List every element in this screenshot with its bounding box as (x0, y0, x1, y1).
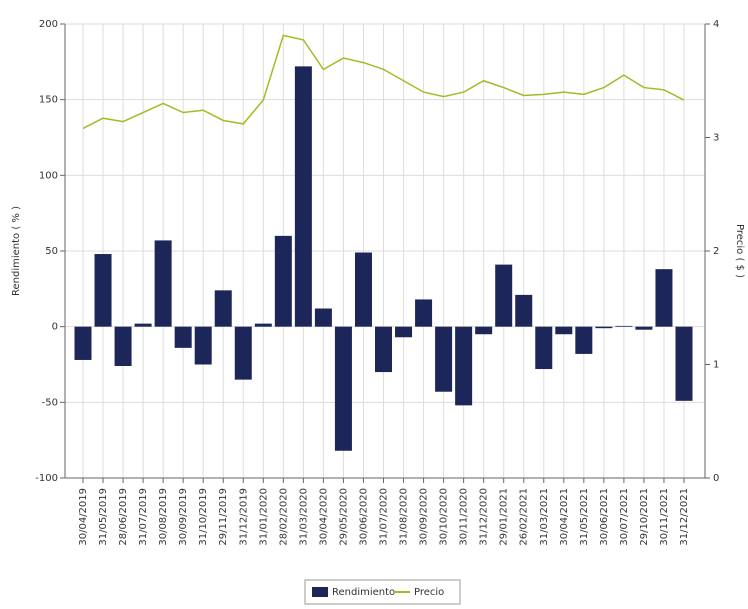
bar (114, 326, 132, 367)
bar (535, 326, 553, 370)
x-tick-label: 31/01/2020 (258, 488, 269, 546)
x-tick-label: 30/07/2021 (619, 488, 630, 546)
x-tick-label: 30/09/2019 (178, 488, 189, 546)
bar (314, 308, 332, 327)
x-tick-label: 31/08/2020 (399, 488, 410, 546)
x-tick-label: 31/07/2019 (138, 488, 149, 546)
bar (274, 235, 292, 327)
bar (575, 326, 593, 354)
x-tick-label: 30/08/2019 (158, 488, 169, 546)
x-tick-label: 30/11/2020 (459, 488, 470, 546)
x-tick-label: 30/06/2020 (358, 488, 369, 546)
bar (375, 326, 392, 373)
x-tick-label: 29/11/2019 (218, 488, 229, 546)
x-tick-label: 31/10/2019 (198, 488, 209, 546)
y-tick-label: 0 (52, 322, 58, 333)
x-tick-label: 31/12/2019 (238, 488, 249, 546)
y-tick-label: -100 (35, 473, 58, 484)
bar (214, 290, 232, 327)
bar (154, 240, 172, 327)
bar (334, 326, 352, 451)
x-tick-label: 28/06/2019 (118, 488, 129, 546)
bar (174, 326, 192, 348)
x-tick-label: 30/11/2021 (659, 488, 670, 546)
y-tick-label: -50 (42, 397, 58, 408)
x-tick-label: 31/12/2021 (679, 488, 690, 546)
bar (675, 326, 693, 401)
legend-box (304, 579, 461, 605)
x-tick-label: 26/02/2021 (519, 488, 530, 546)
bar (495, 264, 513, 327)
bar (515, 294, 533, 327)
y-tick-label: 100 (39, 170, 58, 181)
x-tick-label: 30/10/2020 (439, 488, 450, 546)
legend-label: Precio (414, 587, 444, 598)
bar (294, 66, 312, 327)
legend-swatch (312, 587, 328, 597)
bar (455, 326, 473, 406)
bar (134, 323, 152, 327)
bar (354, 252, 372, 327)
x-tick-label: 31/07/2020 (379, 488, 390, 546)
y-tick-label: 50 (45, 246, 58, 257)
y2-tick-label: 4 (713, 19, 719, 30)
x-tick-label: 31/03/2021 (539, 488, 550, 546)
price-line (82, 34, 685, 130)
y-tick-label: 150 (39, 95, 58, 106)
bar (655, 269, 673, 327)
bar (234, 326, 252, 380)
x-tick-label: 29/05/2020 (338, 488, 349, 546)
y2-tick-label: 2 (713, 246, 719, 257)
x-tick-label: 31/05/2019 (98, 488, 109, 546)
y2-axis-label: Precio ( $ ) (734, 224, 745, 278)
x-tick-label: 30/04/2021 (559, 488, 570, 546)
bar (615, 325, 633, 327)
x-tick-label: 30/04/2020 (318, 488, 329, 546)
x-tick-label: 29/10/2021 (639, 488, 650, 546)
x-tick-label: 28/02/2020 (278, 488, 289, 546)
bar (435, 326, 453, 392)
legend-label: Rendimiento (332, 587, 395, 598)
y2-tick-label: 1 (713, 360, 719, 371)
x-tick-label: 29/01/2021 (499, 488, 510, 546)
x-tick-label: 31/03/2020 (298, 488, 309, 546)
x-tick-label: 31/05/2021 (579, 488, 590, 546)
bar (475, 326, 493, 335)
bar (595, 326, 613, 329)
bar (194, 326, 212, 365)
y-axis-label: Rendimiento ( % ) (11, 206, 22, 296)
bar (254, 323, 272, 327)
x-tick-label: 30/09/2020 (419, 488, 430, 546)
y-tick-label: 200 (39, 19, 58, 30)
x-tick-label: 31/12/2020 (479, 488, 490, 546)
bar (94, 254, 112, 327)
bar (395, 326, 413, 338)
x-tick-label: 30/04/2019 (78, 488, 89, 546)
bar (555, 326, 573, 335)
bar (415, 299, 433, 327)
y2-tick-label: 3 (713, 133, 719, 144)
x-tick-label: 30/06/2021 (599, 488, 610, 546)
bar (74, 326, 92, 360)
y2-tick-label: 0 (713, 473, 719, 484)
bar (635, 326, 653, 330)
